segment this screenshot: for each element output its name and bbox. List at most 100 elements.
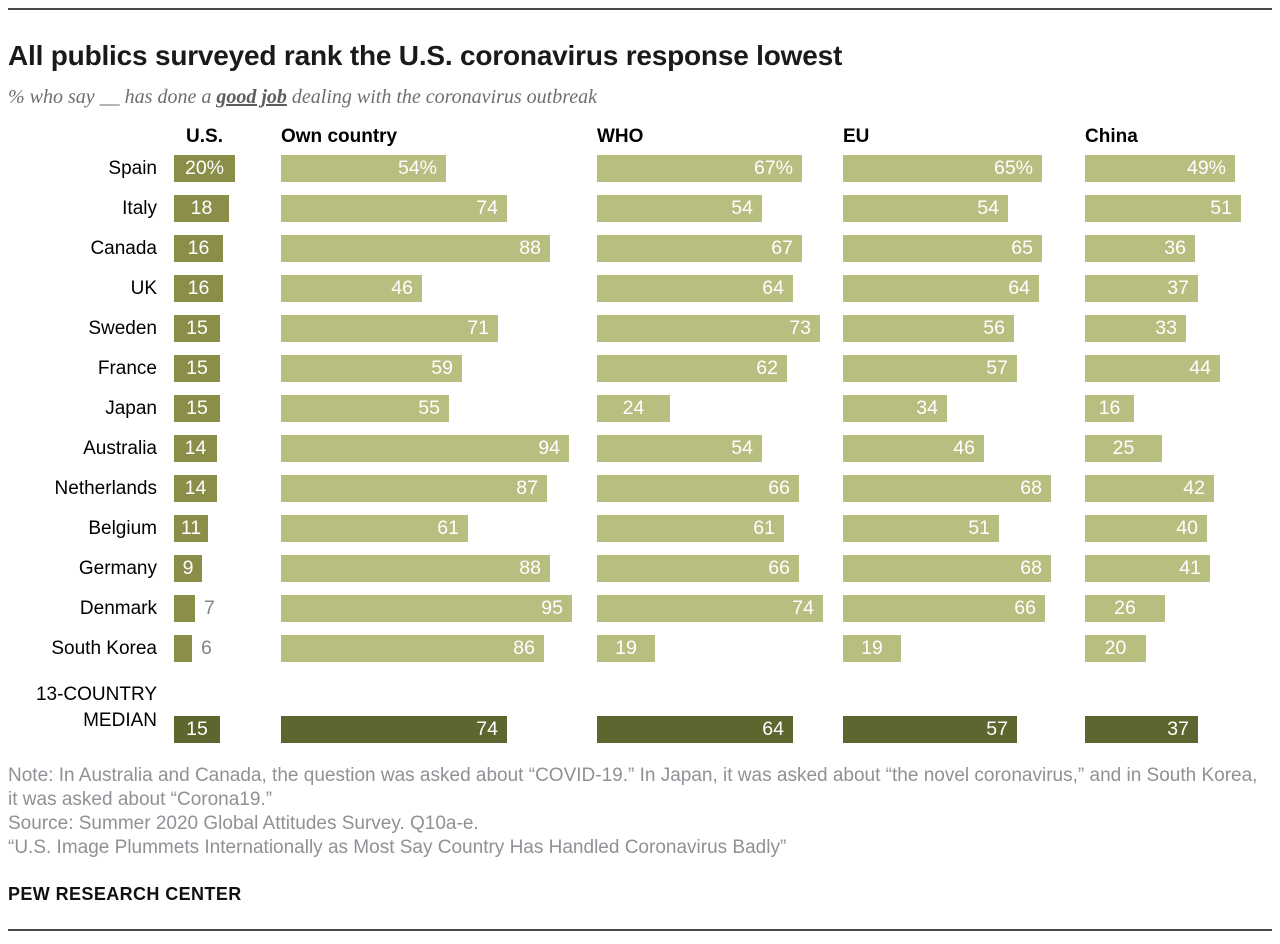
bar-value-denmark-own-country: 95 [541,597,563,619]
bar-germany-eu: 68 [843,555,1051,582]
bar-denmark-own-country: 95 [281,595,572,622]
subtitle-emphasis: good job [216,86,287,108]
bar-value-france-china: 44 [1189,357,1211,379]
bar-belgium-u-s: 11 [174,515,208,542]
bar-value-south-korea-who: 19 [615,637,637,659]
bar-value-south-korea-own-country: 86 [513,637,535,659]
row-label-australia: Australia [83,438,157,459]
subtitle-prefix: % who say __ has done a [8,86,217,108]
bar-uk-who: 64 [597,275,793,302]
bar-south-korea-eu: 19 [843,635,901,662]
row-label-spain: Spain [108,158,157,179]
bar-denmark-eu: 66 [843,595,1045,622]
bar-value-netherlands-who: 66 [768,477,790,499]
bar-france-china: 44 [1085,355,1220,382]
bar-germany-who: 66 [597,555,799,582]
bar-value-netherlands-china: 42 [1183,477,1205,499]
bar-value-japan-own-country: 55 [418,397,440,419]
bar-sweden-china: 33 [1085,315,1186,342]
bar-value-netherlands-eu: 68 [1020,477,1042,499]
bar-value-italy-u-s: 18 [190,197,213,219]
bar-value-uk-china: 37 [1167,277,1189,299]
row-label-13-country-median: 13-COUNTRY MEDIAN [35,684,157,731]
bar-value-japan-u-s: 15 [186,397,208,419]
bar-value-france-who: 62 [756,357,778,379]
bar-canada-u-s: 16 [174,235,223,262]
bar-denmark-u-s [174,595,195,622]
bar-value-spain-china: 49% [1186,157,1226,179]
bar-value-canada-who: 67 [771,237,793,259]
bar-value-13-country-median-u-s: 15 [186,718,208,740]
row-label-italy: Italy [122,198,157,219]
bottom-rule [8,929,1272,931]
bar-value-sweden-who: 73 [789,317,811,339]
row-label-uk: UK [130,278,157,299]
bar-netherlands-eu: 68 [843,475,1051,502]
bar-sweden-own-country: 71 [281,315,498,342]
bar-south-korea-own-country: 86 [281,635,544,662]
chart-title: All publics surveyed rank the U.S. coron… [8,40,843,71]
bar-australia-own-country: 94 [281,435,569,462]
bar-france-u-s: 15 [174,355,220,382]
report-title-text: “U.S. Image Plummets Internationally as … [8,837,787,858]
bar-belgium-own-country: 61 [281,515,468,542]
bar-value-belgium-china: 40 [1176,517,1198,539]
bar-sweden-who: 73 [597,315,820,342]
bar-value-australia-eu: 46 [953,437,975,459]
bar-netherlands-who: 66 [597,475,799,502]
bar-value-italy-who: 54 [731,197,753,219]
bar-spain-own-country: 54% [281,155,446,182]
bar-australia-u-s: 14 [174,435,217,462]
subtitle-suffix: dealing with the coronavirus outbreak [286,86,598,108]
bar-france-own-country: 59 [281,355,462,382]
bar-13-country-median-eu: 57 [843,716,1017,743]
bar-value-sweden-eu: 56 [983,317,1005,339]
row-label-japan: Japan [105,398,157,419]
row-label-denmark: Denmark [79,598,157,619]
bar-italy-u-s: 18 [174,195,229,222]
bar-belgium-who: 61 [597,515,784,542]
bar-belgium-eu: 51 [843,515,999,542]
bar-value-13-country-median-eu: 57 [986,718,1008,740]
column-header-eu: EU [843,126,870,147]
bar-denmark-china: 26 [1085,595,1165,622]
bar-value-spain-eu: 65% [993,157,1033,179]
bar-value-belgium-who: 61 [753,517,775,539]
bar-value-germany-eu: 68 [1020,557,1042,579]
source-text: Source: Summer 2020 Global Attitudes Sur… [8,813,479,834]
bar-value-canada-china: 36 [1164,237,1186,259]
bar-germany-u-s: 9 [174,555,202,582]
bar-value-canada-own-country: 88 [519,237,541,259]
bar-value-canada-u-s: 16 [187,237,210,259]
bar-value-denmark-who: 74 [792,597,814,619]
bar-value-spain-own-country: 54% [397,157,437,179]
bar-australia-eu: 46 [843,435,984,462]
bar-value-japan-china: 16 [1098,397,1121,419]
bar-japan-own-country: 55 [281,395,449,422]
column-header-who: WHO [597,126,644,147]
bar-italy-china: 51 [1085,195,1241,222]
bar-value-australia-china: 25 [1112,437,1135,459]
note-text: Note: In Australia and Canada, the quest… [8,765,1258,810]
bar-value-australia-own-country: 94 [538,437,560,459]
bar-value-germany-own-country: 88 [519,557,541,579]
bar-value-denmark-china: 26 [1114,597,1136,619]
row-label-belgium: Belgium [88,518,157,539]
bar-value-netherlands-u-s: 14 [184,477,207,499]
bar-spain-u-s: 20% [174,155,235,182]
bar-south-korea-who: 19 [597,635,655,662]
bar-value-japan-who: 24 [622,397,645,419]
bar-13-country-median-own-country: 74 [281,716,507,743]
bar-south-korea-u-s [174,635,192,662]
bar-sweden-eu: 56 [843,315,1014,342]
chart-subtitle: % who say __ has done a good job dealing… [8,86,1272,109]
bar-value-germany-china: 41 [1179,557,1201,579]
bar-value-denmark-u-s: 7 [204,597,215,619]
row-label-south-korea: South Korea [51,638,157,659]
row-label-netherlands: Netherlands [54,478,157,499]
bar-sweden-u-s: 15 [174,315,220,342]
bar-value-italy-own-country: 74 [476,197,498,219]
bar-value-australia-u-s: 14 [184,437,207,459]
bar-value-sweden-china: 33 [1155,317,1177,339]
